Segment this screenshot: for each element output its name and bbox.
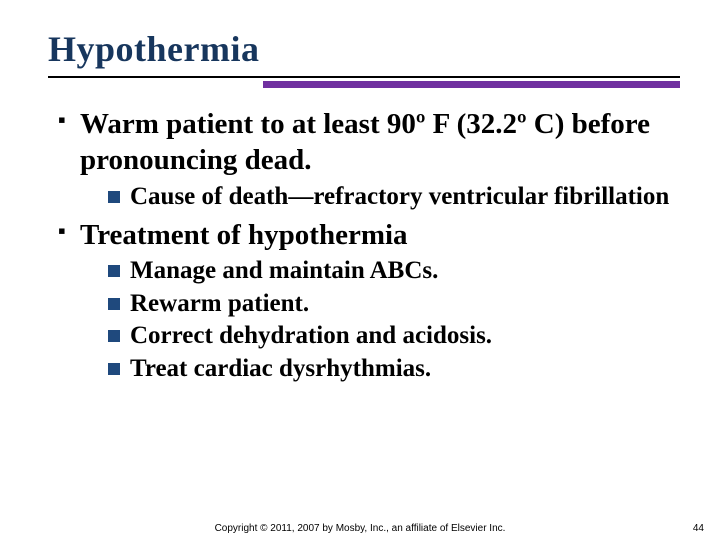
list-item: Treat cardiac dysrhythmias. (106, 353, 680, 386)
divider-thick (263, 81, 680, 88)
footer-copyright: Copyright © 2011, 2007 by Mosby, Inc., a… (0, 523, 720, 534)
bullet-list-l2: Manage and maintain ABCs. Rewarm patient… (80, 255, 680, 385)
list-item: Warm patient to at least 90º F (32.2º C)… (54, 106, 680, 213)
bullet-list-l1: Warm patient to at least 90º F (32.2º C)… (54, 106, 680, 385)
list-item: Rewarm patient. (106, 288, 680, 321)
list-item-text: Warm patient to at least 90º F (32.2º C)… (80, 108, 650, 176)
content: Warm patient to at least 90º F (32.2º C)… (48, 106, 680, 385)
list-item-text: Correct dehydration and acidosis. (130, 322, 492, 349)
list-item: Correct dehydration and acidosis. (106, 320, 680, 353)
list-item: Cause of death—refractory ventricular fi… (106, 181, 680, 214)
list-item-text: Rewarm patient. (130, 290, 309, 317)
list-item: Manage and maintain ABCs. (106, 255, 680, 288)
slide: Hypothermia Warm patient to at least 90º… (0, 0, 720, 540)
page-number: 44 (693, 523, 704, 534)
divider-thin (48, 76, 680, 78)
list-item: Treatment of hypothermia Manage and main… (54, 217, 680, 385)
bullet-list-l2: Cause of death—refractory ventricular fi… (80, 181, 680, 214)
list-item-text: Manage and maintain ABCs. (130, 257, 438, 284)
list-item-text: Cause of death—refractory ventricular fi… (130, 183, 669, 210)
page-title: Hypothermia (48, 28, 680, 70)
list-item-text: Treat cardiac dysrhythmias. (130, 355, 431, 382)
list-item-text: Treatment of hypothermia (80, 219, 408, 251)
